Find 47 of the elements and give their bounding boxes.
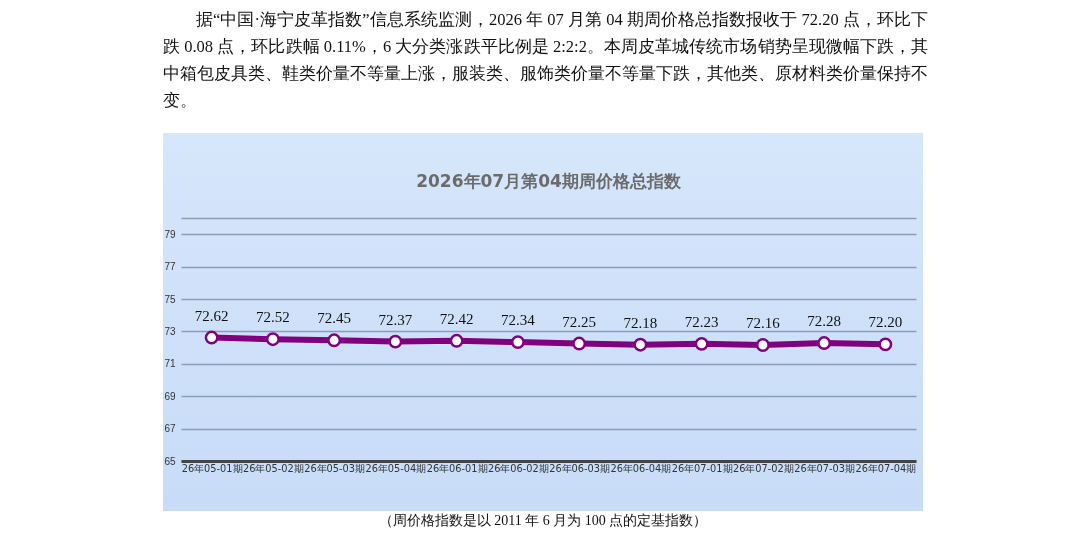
x-tick-label: 26年05-04期 — [365, 462, 427, 474]
y-tick-label: 67 — [164, 423, 176, 435]
text: 72.62 — [194, 307, 229, 324]
point — [510, 335, 525, 350]
x-tick-label: 26年05-02期 — [242, 462, 304, 474]
text: 72.52 — [256, 309, 290, 326]
text: 72.18 — [623, 314, 658, 331]
x-tick-label: 26年05-03期 — [304, 462, 366, 474]
text: 72.45 — [317, 310, 351, 327]
point — [265, 332, 280, 347]
x-tick-label: 26年07-02期 — [732, 462, 794, 474]
x-tick-label: 26年07-01期 — [671, 462, 733, 474]
point — [633, 337, 648, 352]
x-tick-label: 26年06-03期 — [549, 462, 611, 474]
text: 72.20 — [868, 314, 903, 331]
text: 72.37 — [378, 311, 413, 328]
x-tick-label: 26年07-04期 — [855, 462, 917, 474]
y-tick-label: 65 — [164, 455, 176, 467]
point — [572, 336, 587, 351]
y-tick-label: 69 — [164, 390, 176, 402]
y-tick-label: 77 — [164, 261, 176, 273]
text: 72.25 — [562, 313, 596, 330]
chart-title: 2026年07月第04期周价格总指数 — [416, 171, 682, 191]
point — [388, 334, 403, 349]
x-tick-label: 26年06-04期 — [610, 462, 672, 474]
y-tick-label: 73 — [164, 325, 176, 337]
point — [449, 333, 464, 348]
point — [817, 336, 832, 350]
point — [327, 333, 342, 348]
x-tick-label: 26年06-01期 — [426, 462, 488, 474]
text: （周价格指数是以 2011 年 6 月为 100 点的定基指数） — [377, 512, 709, 530]
text: 72.23 — [684, 313, 719, 330]
x-tick-label: 26年06-02期 — [487, 462, 549, 474]
point — [755, 338, 770, 352]
text: 72.16 — [746, 315, 780, 332]
x-tick-label: 26年05-01期 — [181, 462, 243, 474]
y-tick-label: 75 — [164, 293, 176, 305]
x-tick-label: 26年07-03期 — [794, 462, 856, 474]
y-tick-label: 71 — [164, 358, 176, 370]
point — [878, 337, 893, 352]
point — [694, 336, 709, 351]
y-tick-label: 79 — [164, 228, 176, 240]
text: 72.42 — [439, 310, 474, 327]
point — [204, 330, 219, 345]
text: 据“中国·海宁皮革指数”信息系统监测，2026 年 07 月第 04 期周价格总指数报收于 72.20 点，环比下跌 0.08 点，环比跌幅 0.11%，6 大分类涨跌平比例是 2:2:2。本周皮革城传统市场销势呈现微幅下跌，其中箱包皮具类、鞋类价量不等量上涨，服装类、服饰类价量不等量下跌，其他类、原材料类价量保持不变。 — [163, 9, 928, 112]
text: 72.28 — [807, 313, 841, 330]
text: 72.34 — [501, 312, 535, 329]
